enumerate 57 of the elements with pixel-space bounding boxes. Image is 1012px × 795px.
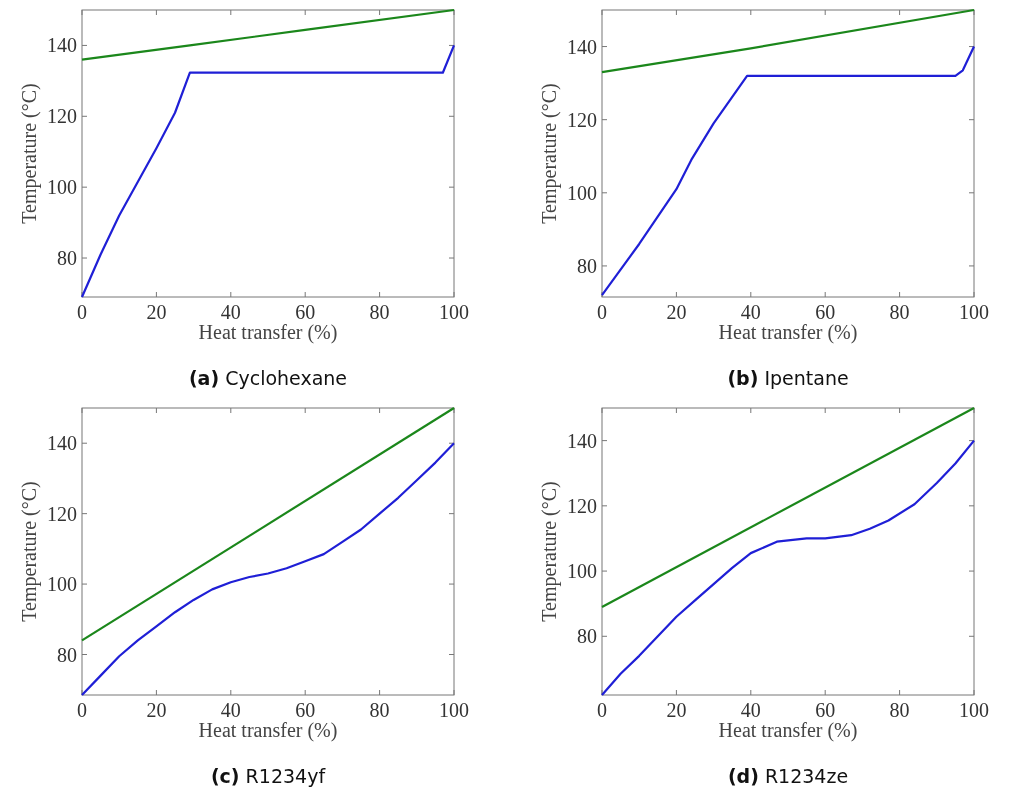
line-series — [80, 44, 456, 299]
y-axis-title: Temperature (°C) — [18, 481, 41, 622]
text: (d) R1234ze — [727, 765, 849, 787]
x-tick-label: 20 — [666, 301, 687, 323]
y-tick-label: 100 — [47, 176, 77, 199]
x-tick-label: 80 — [369, 301, 390, 323]
line-series — [600, 439, 976, 697]
line-series — [80, 442, 456, 697]
y-tick-label: 120 — [567, 494, 597, 517]
x-tick-label: 40 — [740, 301, 761, 323]
y-tick-label: 120 — [47, 502, 77, 525]
y-axis-title: Temperature (°C) — [18, 83, 41, 224]
y-tick-label: 80 — [577, 254, 597, 277]
y-tick-label: 80 — [577, 625, 597, 648]
x-tick-label: 100 — [959, 699, 989, 721]
y-tick-label: 80 — [57, 643, 77, 666]
x-tick-label: 40 — [220, 301, 241, 323]
y-axis-title: Temperature (°C) — [538, 83, 561, 224]
text: (a) Cyclohexane — [188, 367, 348, 389]
x-tick-label: 80 — [889, 699, 910, 721]
x-tick-label: 0 — [77, 699, 87, 721]
line-series — [80, 8, 456, 61]
x-tick-label: 40 — [740, 699, 761, 721]
y-tick-label: 140 — [47, 432, 77, 455]
y-tick-label: 80 — [57, 247, 77, 270]
x-tick-label: 0 — [77, 301, 87, 323]
y-tick-label: 120 — [567, 108, 597, 131]
y-tick-label: 100 — [567, 560, 597, 583]
text: (c) R1234yf — [210, 765, 327, 787]
y-axis-title: Temperature (°C) — [538, 481, 561, 622]
x-tick-label: 80 — [369, 699, 390, 721]
x-tick-label: 80 — [889, 301, 910, 323]
x-axis-title: Heat transfer (%) — [718, 321, 858, 344]
x-tick-label: 20 — [146, 301, 167, 323]
y-tick-label: 140 — [47, 34, 77, 57]
x-tick-label: 40 — [220, 699, 241, 721]
text: (b) Ipentane — [727, 367, 849, 389]
line-series — [600, 45, 976, 297]
x-tick-label: 60 — [295, 699, 316, 721]
x-tick-label: 60 — [815, 301, 836, 323]
y-tick-label: 120 — [47, 105, 77, 128]
x-axis-title: Heat transfer (%) — [718, 719, 858, 742]
x-tick-label: 20 — [146, 699, 167, 721]
x-tick-label: 0 — [597, 699, 607, 721]
x-tick-label: 20 — [666, 699, 687, 721]
y-tick-label: 100 — [567, 181, 597, 204]
x-axis-title: Heat transfer (%) — [198, 321, 338, 344]
x-tick-label: 60 — [295, 301, 316, 323]
x-tick-label: 100 — [439, 699, 469, 721]
x-tick-label: 100 — [959, 301, 989, 323]
y-tick-label: 140 — [567, 35, 597, 58]
x-tick-label: 60 — [815, 699, 836, 721]
x-axis-title: Heat transfer (%) — [198, 719, 338, 742]
x-tick-label: 0 — [597, 301, 607, 323]
y-tick-label: 140 — [567, 429, 597, 452]
y-tick-label: 100 — [47, 573, 77, 596]
x-tick-label: 100 — [439, 301, 469, 323]
